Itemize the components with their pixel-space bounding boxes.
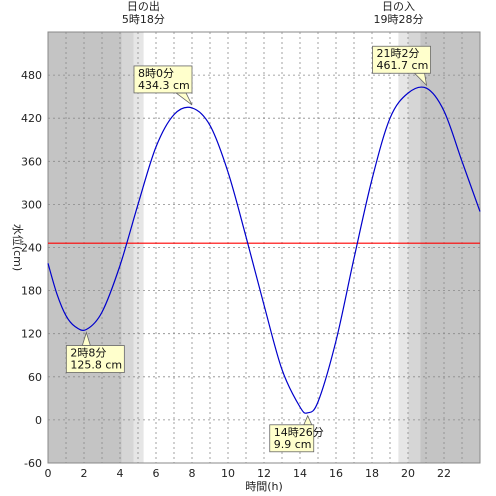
tide-curve	[47, 86, 481, 414]
y-tick-labels: -60 0 60 120 180 240 300 360 420 480	[21, 69, 42, 470]
y-tick-label: 240	[21, 242, 42, 255]
y-axis-title: 水位(cm)	[11, 224, 25, 271]
plot-frame	[47, 31, 481, 464]
x-tick-label: 12	[257, 467, 271, 480]
callout-time: 21時2分	[377, 47, 420, 60]
x-tick-labels: 0 2 4 6 8 10 12 14 16 18 20 22	[45, 467, 452, 480]
x-tick-label: 6	[153, 467, 160, 480]
callout-value: 9.9 cm	[274, 438, 312, 451]
x-tick-label: 22	[437, 467, 451, 480]
callout-time: 14時26分	[274, 426, 324, 439]
y-tick-label: 360	[21, 155, 42, 168]
callout-time: 2時8分	[70, 347, 106, 360]
callout-value: 461.7 cm	[377, 59, 429, 72]
x-tick-label: 16	[329, 467, 343, 480]
callout-value: 125.8 cm	[70, 359, 122, 372]
x-tick-label: 10	[221, 467, 235, 480]
x-tick-label: 20	[401, 467, 415, 480]
x-tick-label: 2	[81, 467, 88, 480]
y-tick-label: 420	[21, 112, 42, 125]
series-group	[47, 86, 481, 414]
y-tick-label: 120	[21, 328, 42, 341]
y-tick-label: -60	[24, 457, 42, 470]
callout-box	[65, 345, 125, 373]
x-axis-title: 時間(h)	[245, 480, 283, 493]
callout-value: 434.3 cm	[138, 79, 190, 92]
x-tick-label: 18	[365, 467, 379, 480]
y-tick-label: 480	[21, 69, 42, 82]
grid	[48, 32, 480, 463]
sunset-label: 日の入	[382, 0, 415, 13]
x-tick-label: 8	[189, 467, 196, 480]
sunset-time: 19時28分	[373, 13, 423, 26]
x-tick-label: 14	[293, 467, 307, 480]
callout-time: 8時0分	[138, 67, 174, 80]
callout-box	[133, 65, 193, 94]
y-tick-label: 180	[21, 285, 42, 298]
y-tick-label: 300	[21, 198, 42, 211]
twilight-band-morning-dark	[121, 32, 134, 463]
sun-labels: 日の出 5時18分 日の入 19時28分	[122, 0, 424, 26]
sunrise-label: 日の出	[127, 0, 160, 13]
callout-box	[372, 45, 431, 74]
x-tick-label: 4	[117, 467, 124, 480]
y-tick-label: 60	[28, 371, 42, 384]
y-tick-label: 0	[35, 414, 42, 427]
x-tick-label: 0	[45, 467, 52, 480]
sunrise-time: 5時18分	[122, 13, 165, 26]
callout-box	[269, 424, 315, 453]
